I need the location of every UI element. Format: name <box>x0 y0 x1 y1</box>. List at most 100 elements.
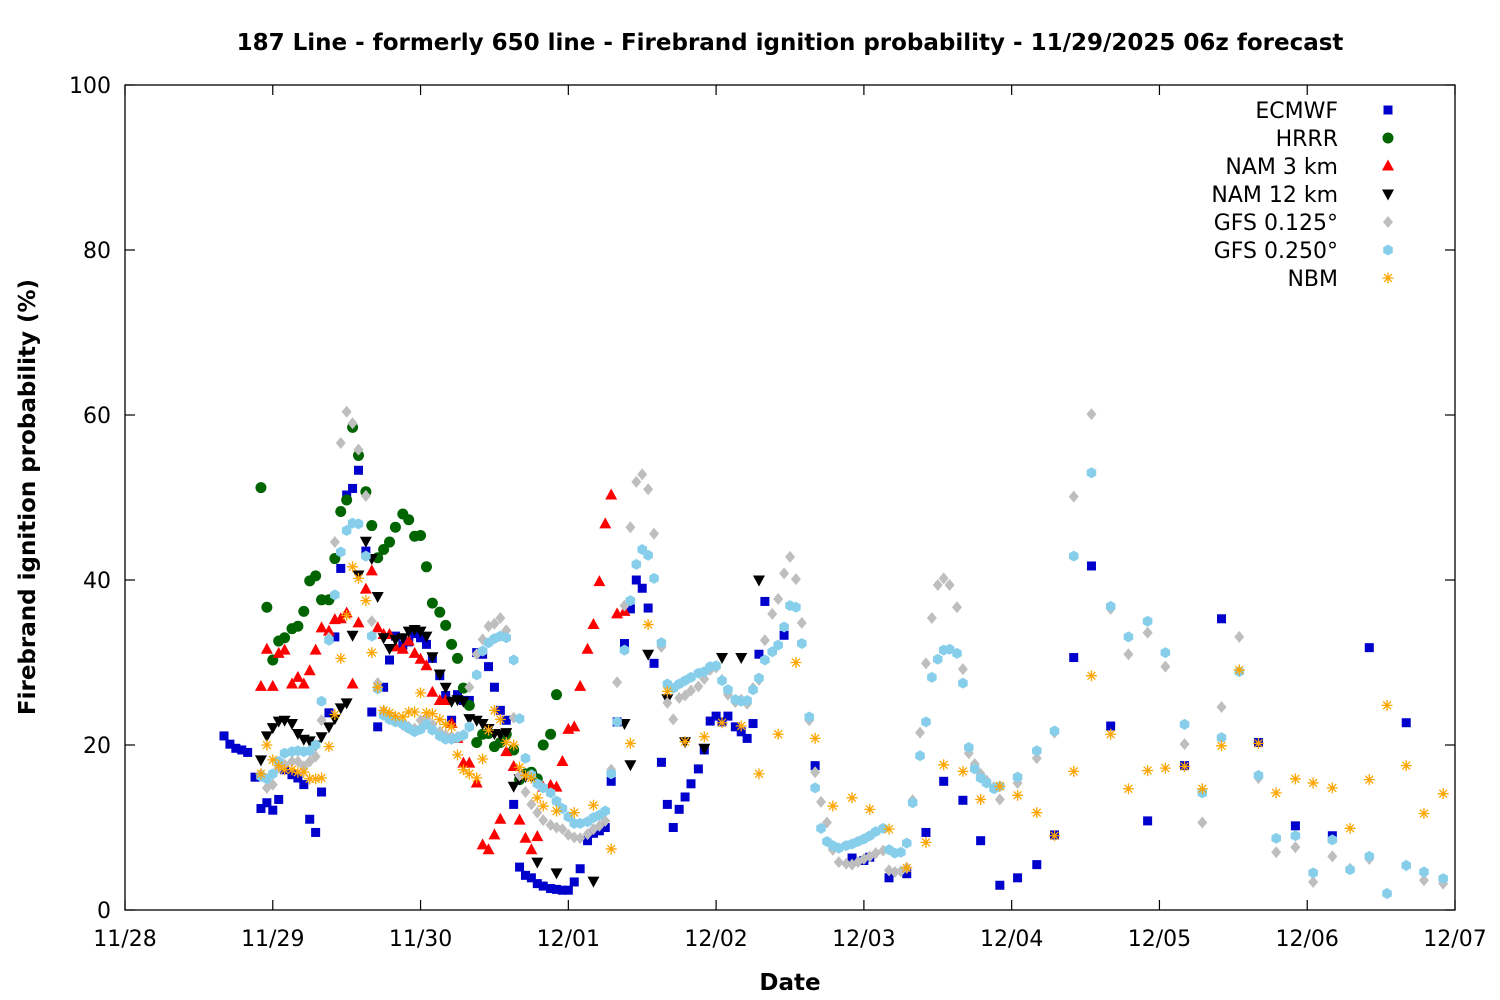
data-point <box>1031 752 1042 765</box>
data-point <box>587 876 600 888</box>
data-point <box>366 520 378 532</box>
data-point <box>316 772 328 784</box>
data-point <box>1012 771 1023 783</box>
data-point <box>507 759 520 771</box>
data-point <box>581 642 594 654</box>
data-point <box>717 675 727 687</box>
data-point <box>870 847 881 860</box>
data-point <box>1142 765 1154 777</box>
data-point <box>279 632 291 644</box>
data-point <box>551 805 563 817</box>
data-point <box>383 643 396 655</box>
data-point <box>964 741 974 753</box>
data-point <box>537 800 549 812</box>
data-point <box>402 634 415 646</box>
data-point <box>414 626 427 638</box>
data-point <box>693 680 704 693</box>
data-point <box>361 550 371 562</box>
legend-marker <box>1382 272 1394 284</box>
legend-label: ECMWF <box>1255 99 1338 124</box>
data-point <box>582 828 593 841</box>
data-point <box>285 719 298 731</box>
data-point <box>619 639 629 649</box>
data-point <box>760 654 770 666</box>
data-point <box>341 405 352 418</box>
data-point <box>268 768 278 780</box>
data-point <box>420 561 432 573</box>
data-marks <box>219 405 1449 900</box>
data-point <box>489 617 500 630</box>
data-point <box>889 866 900 879</box>
data-point <box>495 611 506 624</box>
data-point <box>385 655 395 665</box>
data-point <box>884 873 894 883</box>
data-point <box>679 736 691 748</box>
data-point <box>957 765 969 777</box>
data-point <box>711 711 721 721</box>
legend-label: GFS 0.250° <box>1214 239 1338 264</box>
data-point <box>1142 615 1153 627</box>
data-point <box>219 731 229 741</box>
data-point <box>360 595 372 607</box>
data-point <box>440 718 452 730</box>
data-point <box>1327 834 1338 846</box>
data-point <box>420 631 433 643</box>
data-point <box>278 715 291 727</box>
data-point <box>551 795 562 807</box>
data-point <box>513 813 526 825</box>
data-point <box>366 615 377 628</box>
axis-ticks: 11/28 11/29 11/30 12/01 12/02 12/03 12/04 12/05… <box>69 74 1487 952</box>
data-point <box>1196 783 1208 795</box>
data-point <box>643 603 653 613</box>
data-point <box>324 708 334 718</box>
data-point <box>272 646 285 658</box>
data-point <box>1364 643 1374 653</box>
data-point <box>1308 867 1318 879</box>
data-point <box>619 644 630 656</box>
data-point <box>649 527 660 540</box>
x-axis-label: Date <box>759 970 820 996</box>
data-point <box>810 782 820 794</box>
data-point <box>322 624 335 636</box>
data-point <box>525 843 538 855</box>
data-point <box>414 652 427 664</box>
legend-marker <box>1382 159 1394 171</box>
x-tick-label: 11/28 <box>93 927 156 952</box>
data-point <box>329 708 341 720</box>
data-point <box>353 465 363 475</box>
data-point <box>752 575 765 587</box>
data-point <box>1179 718 1190 730</box>
data-point <box>299 780 309 790</box>
data-point <box>304 755 315 768</box>
data-point <box>901 862 913 874</box>
data-point <box>735 720 747 732</box>
data-point <box>463 768 475 780</box>
data-point <box>834 842 844 854</box>
data-point <box>367 707 377 717</box>
data-point <box>625 521 636 534</box>
data-point <box>796 616 807 629</box>
data-point <box>426 597 438 609</box>
data-point <box>674 804 684 814</box>
data-point <box>303 664 316 676</box>
data-point <box>753 768 765 780</box>
data-point <box>1069 653 1079 663</box>
data-point <box>790 657 802 668</box>
x-tick-label: 12/04 <box>980 927 1043 952</box>
data-point <box>323 741 335 753</box>
data-point <box>1381 699 1393 711</box>
data-point <box>643 483 654 496</box>
data-point <box>791 601 801 613</box>
data-point <box>292 620 304 632</box>
data-point <box>915 750 925 762</box>
data-point <box>359 536 372 548</box>
data-point <box>779 630 789 640</box>
data-point <box>396 642 409 654</box>
data-point <box>520 752 531 764</box>
data-point <box>538 881 548 891</box>
data-point <box>291 670 304 682</box>
data-point <box>464 721 475 733</box>
data-point <box>680 689 691 702</box>
data-point <box>958 677 968 689</box>
